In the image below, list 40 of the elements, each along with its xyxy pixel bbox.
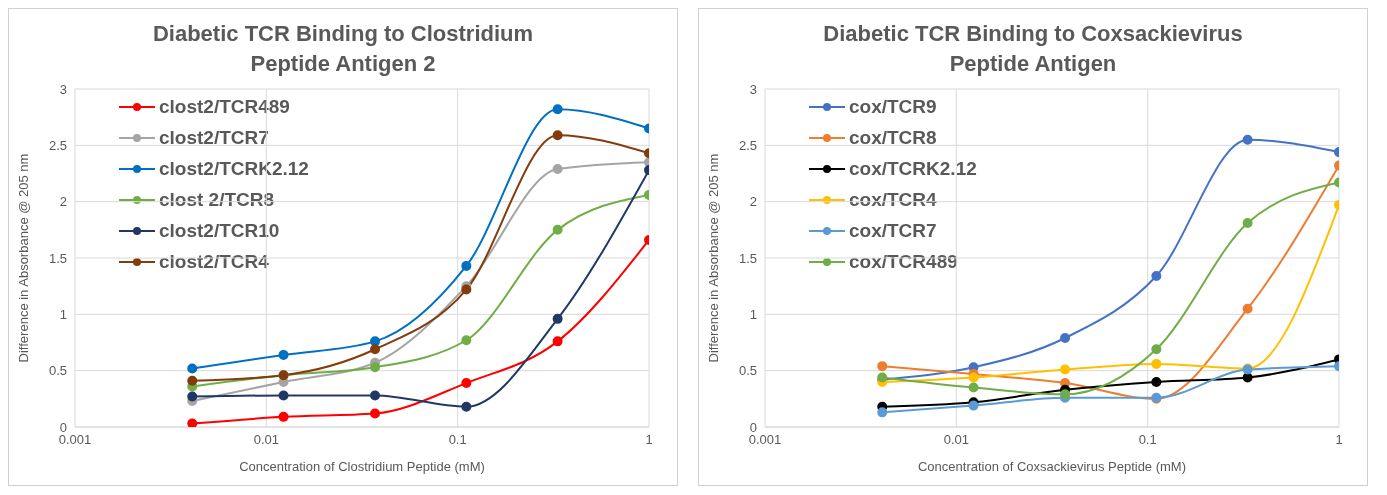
y-tick-label: 1 — [59, 306, 67, 322]
y-tick-label: 0.5 — [738, 363, 757, 379]
y-axis-title: Difference in Absorbance @ 205 nm — [705, 153, 721, 363]
x-tick-label: 1 — [1335, 432, 1343, 448]
y-tick-label: 2 — [59, 194, 67, 210]
y-tick-label: 0 — [749, 419, 757, 435]
legend-label: clost2/TCR10 — [159, 219, 280, 243]
chart-title: Diabetic TCR Binding to Coxsackievirus Peptide Antigen — [822, 20, 1244, 78]
chart-title: Diabetic TCR Binding to Clostridium Peptide Antigen 2 — [151, 20, 535, 78]
x-tick-label: 0.001 — [748, 432, 782, 448]
x-tick-label: 1 — [645, 432, 653, 448]
y-tick-label: 2.5 — [48, 137, 67, 153]
y-tick-label: 3 — [749, 81, 757, 97]
y-tick-label: 1 — [749, 306, 757, 322]
y-tick-label: 2.5 — [738, 137, 757, 153]
x-tick-label: 0.1 — [1138, 432, 1157, 448]
legend-label: cox/TCR7 — [849, 219, 937, 243]
y-tick-label: 0.5 — [48, 363, 67, 379]
x-axis-title: Concentration of Clostridium Peptide (mM) — [239, 459, 485, 474]
legend-label: clost2/TCRK2.12 — [159, 157, 309, 181]
x-tick-label: 0.1 — [448, 432, 467, 448]
y-tick-label: 0 — [59, 419, 67, 435]
legend-label: cox/TCR8 — [849, 126, 937, 150]
x-axis-title: Concentration of Coxsackievirus Peptide (mM) — [917, 459, 1187, 474]
legend-label: clost2/TCR7 — [159, 126, 269, 150]
legend-label: clost2/TCR489 — [159, 95, 290, 119]
x-tick-label: 0.01 — [253, 432, 279, 448]
y-axis-title: Difference in Absorbance @ 205 nm — [15, 153, 31, 363]
y-tick-label: 3 — [59, 81, 67, 97]
y-tick-label: 2 — [749, 194, 757, 210]
legend-label: clost 2/TCR8 — [159, 188, 275, 212]
legend-label: cox/TCR9 — [849, 95, 937, 119]
y-tick-label: 1.5 — [48, 250, 67, 266]
legend-label: cox/TCR4 — [849, 188, 937, 212]
legend-label: clost2/TCR4 — [159, 250, 269, 274]
legend-label: cox/TCR489 — [849, 250, 958, 274]
x-tick-label: 0.01 — [943, 432, 969, 448]
y-tick-label: 1.5 — [738, 250, 757, 266]
legend-label: cox/TCRK2.12 — [849, 157, 977, 181]
x-tick-label: 0.001 — [58, 432, 92, 448]
